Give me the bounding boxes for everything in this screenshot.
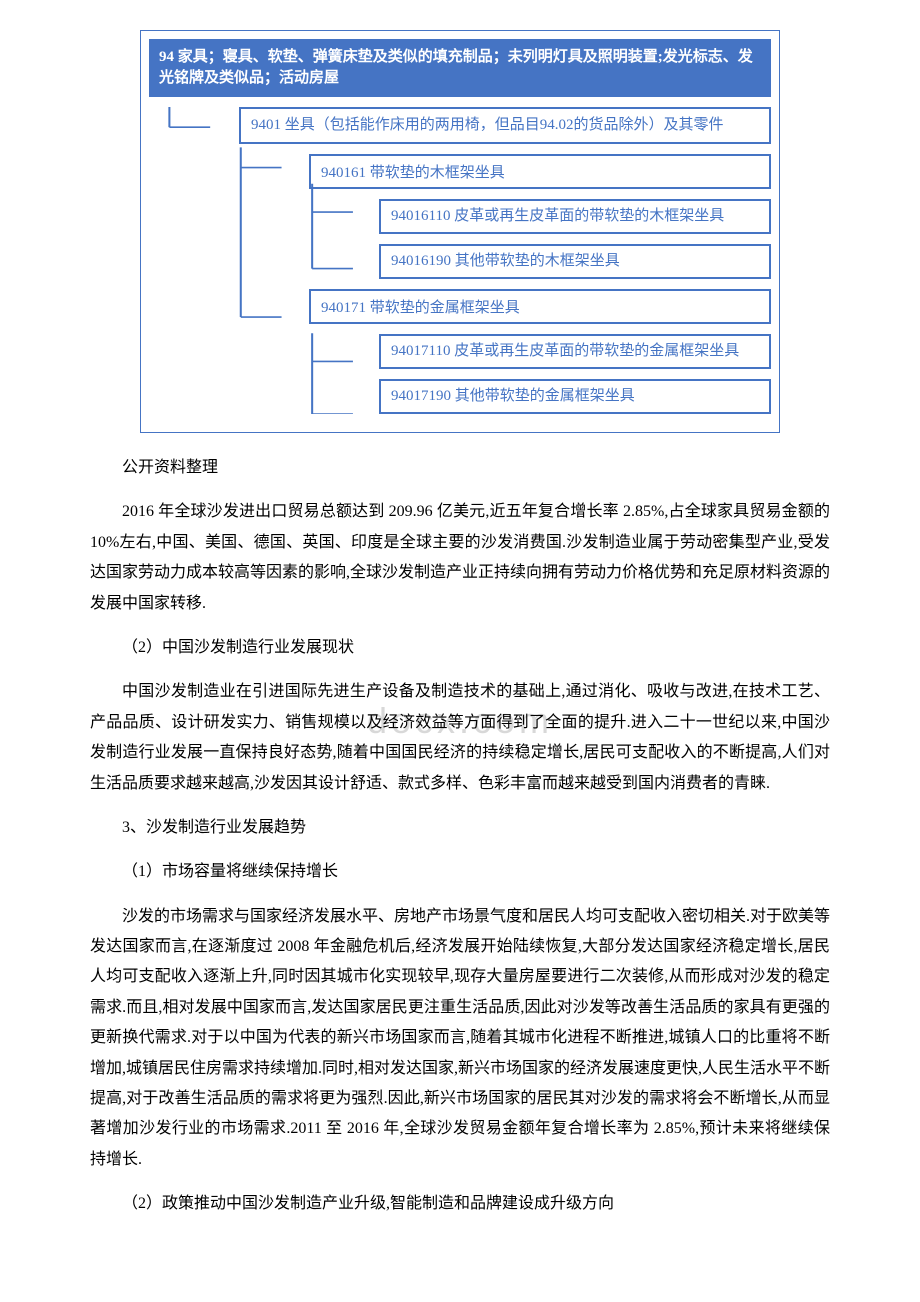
paragraph-global-trade: 2016 年全球沙发进出口贸易总额达到 209.96 亿美元,近五年复合增长率 … (90, 497, 830, 619)
paragraph-source: 公开资料整理 (90, 453, 830, 483)
paragraph-china-manufacturing: 中国沙发制造业在引进国际先进生产设备及制造技术的基础上,通过消化、吸收与改进,在… (90, 677, 830, 799)
level4-4-text: 94017190 其他带软垫的金属框架坐具 (391, 388, 635, 404)
root-node-text: 94 家具；寝具、软垫、弹簧床垫及类似的填充制品；未列明灯具及照明装置;发光标志… (159, 49, 753, 86)
paragraph-heading-trends: 3、沙发制造行业发展趋势 (90, 813, 830, 843)
diagram-tree-body: 9401 坐具（包括能作床用的两用椅，但品目94.02的货品除外）及其零件 94… (149, 107, 771, 414)
diagram-level4-node-3: 94017110 皮革或再生皮革面的带软垫的金属框架坐具 (379, 334, 771, 369)
diagram-level4-node-4: 94017190 其他带软垫的金属框架坐具 (379, 379, 771, 414)
paragraph-heading-china-status: （2）中国沙发制造行业发展现状 (90, 633, 830, 663)
diagram-level3-node-2: 940171 带软垫的金属框架坐具 (309, 289, 771, 324)
paragraph-heading-policy: （2）政策推动中国沙发制造产业升级,智能制造和品牌建设成升级方向 (90, 1189, 830, 1219)
level3-2-text: 940171 带软垫的金属框架坐具 (321, 300, 520, 316)
classification-diagram: 94 家具；寝具、软垫、弹簧床垫及类似的填充制品；未列明灯具及照明装置;发光标志… (140, 30, 780, 433)
diagram-root-node: 94 家具；寝具、软垫、弹簧床垫及类似的填充制品；未列明灯具及照明装置;发光标志… (149, 39, 771, 97)
level4-3-text: 94017110 皮革或再生皮革面的带软垫的金属框架坐具 (391, 343, 739, 359)
document-text-content: 公开资料整理 2016 年全球沙发进出口贸易总额达到 209.96 亿美元,近五… (0, 453, 920, 1220)
diagram-level4-node-2: 94016190 其他带软垫的木框架坐具 (379, 244, 771, 279)
paragraph-market-demand: 沙发的市场需求与国家经济发展水平、房地产市场景气度和居民人均可支配收入密切相关.… (90, 902, 830, 1176)
level3-1-text: 940161 带软垫的木框架坐具 (321, 165, 505, 181)
paragraph-heading-market-growth: （1）市场容量将继续保持增长 (90, 857, 830, 887)
level2-text: 9401 坐具（包括能作床用的两用椅，但品目94.02的货品除外）及其零件 (251, 117, 724, 133)
diagram-level3-node-1: 940161 带软垫的木框架坐具 (309, 154, 771, 189)
level4-2-text: 94016190 其他带软垫的木框架坐具 (391, 253, 620, 269)
diagram-level4-node-1: 94016110 皮革或再生皮革面的带软垫的木框架坐具 (379, 199, 771, 234)
diagram-level2-node: 9401 坐具（包括能作床用的两用椅，但品目94.02的货品除外）及其零件 (239, 107, 771, 144)
level4-1-text: 94016110 皮革或再生皮革面的带软垫的木框架坐具 (391, 208, 724, 224)
